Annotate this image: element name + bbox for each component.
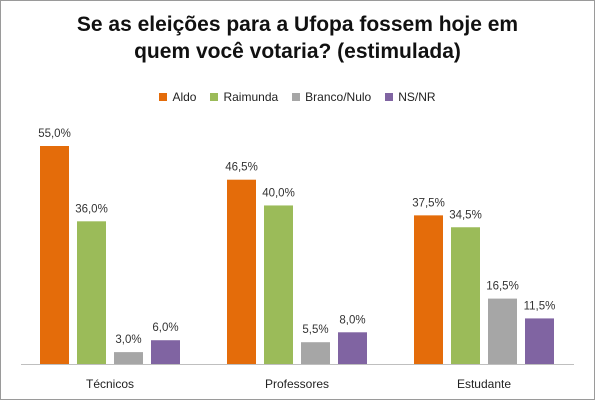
bar-professores-branco-nulo	[301, 342, 330, 364]
bar-t-cnicos-aldo	[40, 146, 69, 364]
legend-label-branco-nulo: Branco/Nulo	[305, 90, 372, 104]
bar-t-cnicos-ns-nr	[151, 340, 180, 364]
data-label-t-cnicos-raimunda: 36,0%	[75, 203, 108, 215]
bar-estudante-branco-nulo	[488, 298, 517, 364]
legend-item-aldo: Aldo	[159, 90, 196, 104]
chart-title: Se as eleições para a Ufopa fossem hoje …	[1, 11, 594, 65]
legend-item-branco-nulo: Branco/Nulo	[292, 90, 371, 104]
bar-t-cnicos-raimunda	[77, 221, 106, 364]
data-label-estudante-ns-nr: 11,5%	[524, 300, 556, 312]
chart-title-line-1: Se as eleições para a Ufopa fossem hoje …	[76, 13, 519, 36]
bar-professores-aldo	[227, 179, 256, 364]
legend-label-raimunda: Raimunda	[223, 90, 279, 104]
bar-estudante-raimunda	[451, 227, 480, 364]
chart-title-line-2: quem você votaria? (estimulada)	[134, 40, 461, 63]
legend-swatch-raimunda	[210, 93, 219, 101]
category-label-estudante: Estudante	[457, 377, 511, 391]
category-label-professores: Professores	[265, 377, 329, 391]
data-label-estudante-raimunda: 34,5%	[449, 209, 482, 221]
bar-professores-ns-nr	[338, 332, 367, 364]
category-label-t-cnicos: Técnicos	[86, 377, 134, 391]
data-label-t-cnicos-aldo: 55,0%	[38, 128, 71, 140]
legend-swatch-ns-nr	[385, 93, 394, 101]
data-label-professores-raimunda: 40,0%	[262, 187, 295, 199]
data-label-t-cnicos-branco-nulo: 3,0%	[115, 334, 141, 346]
legend-item-ns-nr: NS/NR	[385, 90, 436, 104]
bar-estudante-aldo	[414, 215, 443, 364]
chart-legend: Aldo Raimunda Branco/Nulo NS/NR	[1, 90, 594, 104]
data-label-estudante-aldo: 37,5%	[412, 197, 445, 209]
bar-estudante-ns-nr	[525, 318, 554, 364]
legend-item-raimunda: Raimunda	[210, 90, 278, 104]
legend-swatch-branco-nulo	[292, 93, 301, 101]
legend-swatch-aldo	[159, 93, 168, 101]
data-label-professores-ns-nr: 8,0%	[339, 314, 365, 326]
bar-t-cnicos-branco-nulo	[114, 352, 143, 364]
legend-label-ns-nr: NS/NR	[398, 90, 436, 104]
data-label-professores-branco-nulo: 5,5%	[302, 324, 328, 336]
data-label-professores-aldo: 46,5%	[225, 162, 258, 174]
legend-label-aldo: Aldo	[172, 90, 197, 104]
bar-professores-raimunda	[264, 205, 293, 364]
data-label-t-cnicos-ns-nr: 6,0%	[152, 322, 178, 334]
data-label-estudante-branco-nulo: 16,5%	[486, 281, 519, 293]
